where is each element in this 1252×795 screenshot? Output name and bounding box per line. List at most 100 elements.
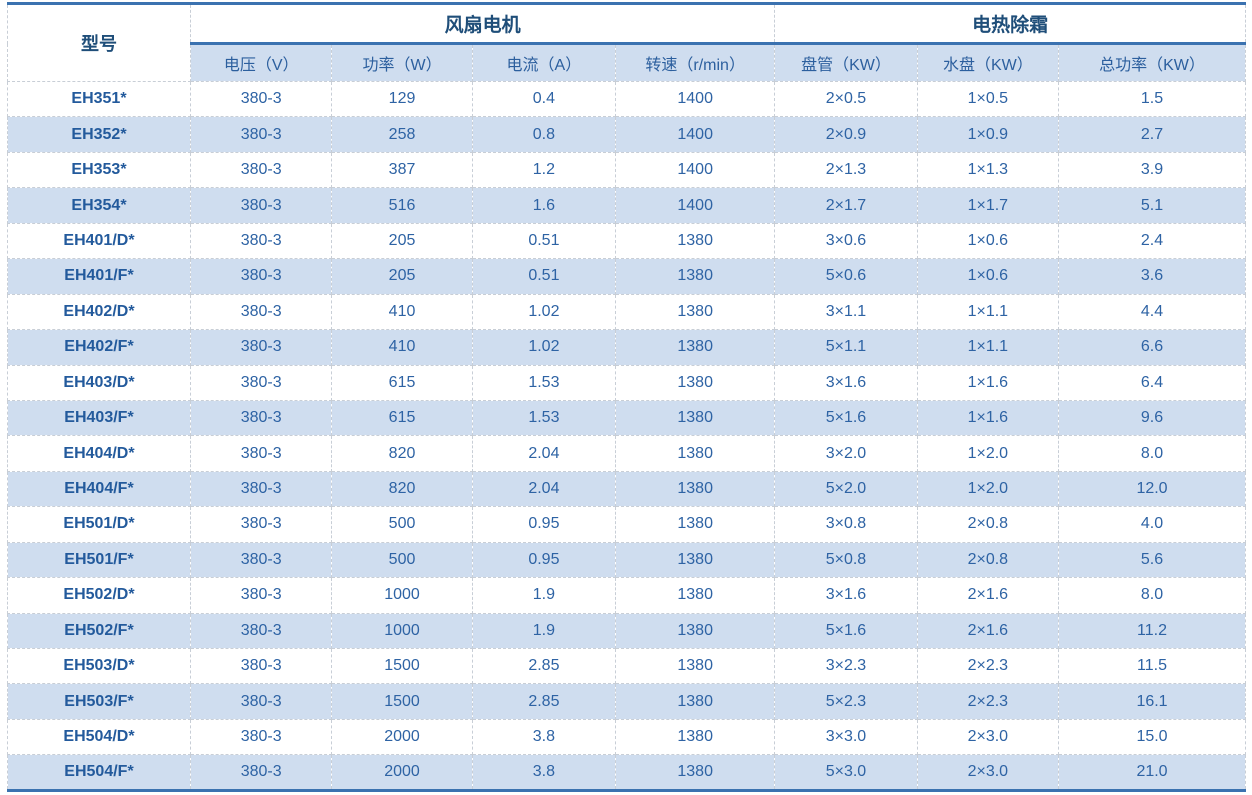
power-cell: 1500 — [331, 647, 473, 685]
water-pan-cell: 1×1.6 — [916, 364, 1060, 401]
table-row: EH352* 380-3 258 0.8 1400 2×0.9 1×0.9 2.… — [7, 116, 1246, 153]
table-row: EH404/D* 380-3 820 2.04 1380 3×2.0 1×2.0… — [7, 435, 1246, 472]
voltage-cell: 380-3 — [189, 399, 333, 437]
voltage-cell: 380-3 — [189, 683, 333, 720]
coil-cell: 3×2.0 — [774, 435, 918, 472]
water-pan-cell: 1×0.6 — [916, 258, 1060, 295]
voltage-cell: 380-3 — [189, 754, 333, 791]
total-power-cell: 6.4 — [1058, 364, 1246, 401]
table-row: EH403/F* 380-3 615 1.53 1380 5×1.6 1×1.6… — [7, 399, 1246, 437]
speed-cell: 1380 — [615, 470, 776, 508]
voltage-cell: 380-3 — [189, 506, 333, 543]
table-row: EH401/F* 380-3 205 0.51 1380 5×0.6 1×0.6… — [7, 258, 1246, 295]
table-row: EH353* 380-3 387 1.2 1400 2×1.3 1×1.3 3.… — [7, 151, 1246, 189]
model-cell: EH353* — [7, 151, 191, 189]
power-cell: 205 — [331, 222, 473, 260]
coil-cell: 3×0.6 — [774, 222, 918, 260]
current-cell: 0.51 — [471, 222, 617, 260]
current-cell: 0.4 — [471, 80, 617, 118]
total-power-cell: 5.6 — [1058, 541, 1246, 579]
water-pan-cell: 1×0.6 — [916, 222, 1060, 260]
column-header-speed: 转速（r/min） — [615, 43, 776, 82]
coil-cell: 2×1.7 — [774, 187, 918, 224]
speed-cell: 1380 — [615, 293, 776, 331]
current-cell: 1.53 — [471, 399, 617, 437]
table-header: 型号 风扇电机 电热除霜 电压（V） 功率（W） 电流（A） 转速（r/min）… — [7, 3, 1246, 82]
water-pan-cell: 1×1.1 — [916, 329, 1060, 366]
water-pan-cell: 1×1.6 — [916, 399, 1060, 437]
speed-cell: 1380 — [615, 399, 776, 437]
current-cell: 1.02 — [471, 329, 617, 366]
water-pan-cell: 2×2.3 — [916, 683, 1060, 720]
voltage-cell: 380-3 — [189, 435, 333, 472]
model-cell: EH402/D* — [7, 293, 191, 331]
coil-cell: 5×1.1 — [774, 329, 918, 366]
coil-cell: 5×1.6 — [774, 399, 918, 437]
table-body: EH351* 380-3 129 0.4 1400 2×0.5 1×0.5 1.… — [7, 80, 1246, 791]
model-cell: EH502/F* — [7, 612, 191, 650]
fan-motor-defrost-spec-table: 型号 风扇电机 电热除霜 电压（V） 功率（W） 电流（A） 转速（r/min）… — [7, 2, 1246, 792]
column-header-power: 功率（W） — [331, 43, 473, 82]
power-cell: 2000 — [331, 718, 473, 756]
total-power-cell: 11.5 — [1058, 647, 1246, 685]
current-cell: 0.95 — [471, 506, 617, 543]
power-cell: 205 — [331, 258, 473, 295]
power-cell: 1000 — [331, 577, 473, 614]
total-power-cell: 8.0 — [1058, 577, 1246, 614]
voltage-cell: 380-3 — [189, 329, 333, 366]
total-power-cell: 6.6 — [1058, 329, 1246, 366]
voltage-cell: 380-3 — [189, 222, 333, 260]
voltage-cell: 380-3 — [189, 116, 333, 153]
power-cell: 615 — [331, 364, 473, 401]
table-row: EH404/F* 380-3 820 2.04 1380 5×2.0 1×2.0… — [7, 470, 1246, 508]
power-cell: 500 — [331, 541, 473, 579]
table-row: EH504/F* 380-3 2000 3.8 1380 5×3.0 2×3.0… — [7, 754, 1246, 791]
current-cell: 1.9 — [471, 612, 617, 650]
voltage-cell: 380-3 — [189, 470, 333, 508]
current-cell: 0.8 — [471, 116, 617, 153]
model-cell: EH403/D* — [7, 364, 191, 401]
current-cell: 3.8 — [471, 754, 617, 791]
power-cell: 820 — [331, 470, 473, 508]
column-header-total-power: 总功率（KW） — [1058, 43, 1246, 82]
total-power-cell: 21.0 — [1058, 754, 1246, 791]
model-cell: EH501/D* — [7, 506, 191, 543]
water-pan-cell: 2×1.6 — [916, 612, 1060, 650]
speed-cell: 1400 — [615, 151, 776, 189]
power-cell: 1500 — [331, 683, 473, 720]
water-pan-cell: 2×1.6 — [916, 577, 1060, 614]
table-row: EH402/D* 380-3 410 1.02 1380 3×1.1 1×1.1… — [7, 293, 1246, 331]
table-row: EH502/F* 380-3 1000 1.9 1380 5×1.6 2×1.6… — [7, 612, 1246, 650]
model-cell: EH503/F* — [7, 683, 191, 720]
water-pan-cell: 1×2.0 — [916, 435, 1060, 472]
speed-cell: 1380 — [615, 683, 776, 720]
voltage-cell: 380-3 — [189, 293, 333, 331]
coil-cell: 5×3.0 — [774, 754, 918, 791]
coil-cell: 3×1.6 — [774, 364, 918, 401]
power-cell: 258 — [331, 116, 473, 153]
column-header-model: 型号 — [7, 3, 191, 82]
table-row: EH503/F* 380-3 1500 2.85 1380 5×2.3 2×2.… — [7, 683, 1246, 720]
speed-cell: 1400 — [615, 80, 776, 118]
water-pan-cell: 2×0.8 — [916, 541, 1060, 579]
current-cell: 2.04 — [471, 470, 617, 508]
speed-cell: 1380 — [615, 435, 776, 472]
coil-cell: 5×2.3 — [774, 683, 918, 720]
model-cell: EH504/F* — [7, 754, 191, 791]
model-cell: EH501/F* — [7, 541, 191, 579]
model-cell: EH502/D* — [7, 577, 191, 614]
water-pan-cell: 2×2.3 — [916, 647, 1060, 685]
power-cell: 410 — [331, 329, 473, 366]
current-cell: 0.95 — [471, 541, 617, 579]
coil-cell: 3×2.3 — [774, 647, 918, 685]
power-cell: 387 — [331, 151, 473, 189]
speed-cell: 1380 — [615, 222, 776, 260]
total-power-cell: 4.0 — [1058, 506, 1246, 543]
model-cell: EH352* — [7, 116, 191, 153]
voltage-cell: 380-3 — [189, 364, 333, 401]
column-header-current: 电流（A） — [471, 43, 617, 82]
water-pan-cell: 1×0.5 — [916, 80, 1060, 118]
current-cell: 0.51 — [471, 258, 617, 295]
model-cell: EH404/F* — [7, 470, 191, 508]
current-cell: 1.02 — [471, 293, 617, 331]
